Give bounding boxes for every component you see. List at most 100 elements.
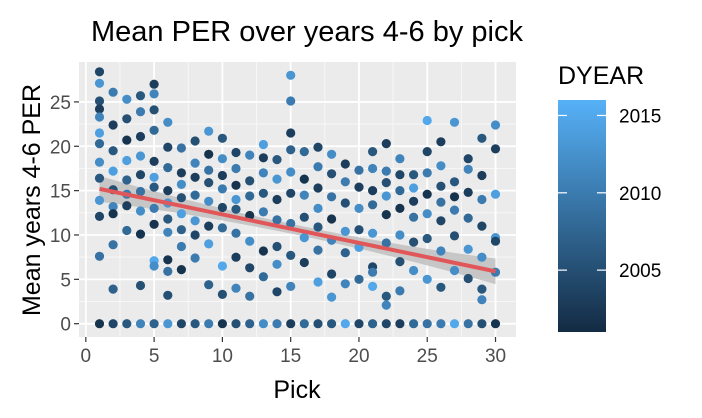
data-point — [436, 137, 446, 147]
data-point — [258, 188, 268, 198]
data-point — [381, 300, 391, 310]
legend-title: DYEAR — [558, 62, 644, 90]
data-point — [286, 70, 296, 80]
data-point — [327, 292, 337, 302]
data-point — [108, 166, 118, 176]
data-point — [231, 180, 241, 190]
data-point — [286, 281, 296, 291]
data-point — [354, 203, 364, 213]
data-point — [94, 195, 105, 205]
data-point — [176, 168, 186, 178]
data-point — [149, 182, 159, 192]
data-point — [272, 259, 282, 269]
data-point — [422, 274, 432, 284]
data-point — [477, 252, 487, 262]
data-point — [245, 191, 255, 201]
data-point — [286, 128, 296, 138]
data-point — [272, 194, 282, 205]
data-point — [94, 139, 105, 149]
data-point — [381, 210, 391, 220]
data-point — [190, 158, 200, 168]
data-point — [231, 204, 241, 214]
data-point — [299, 257, 309, 268]
data-point — [176, 225, 186, 235]
data-point — [463, 244, 473, 254]
data-point — [258, 207, 268, 217]
data-point — [94, 211, 105, 221]
data-point — [122, 225, 132, 236]
data-point — [245, 291, 255, 301]
data-point — [449, 231, 460, 241]
data-point — [299, 212, 309, 222]
trend-line — [99, 186, 496, 274]
data-point — [340, 177, 350, 187]
trend-line-layer — [99, 186, 496, 274]
data-point — [149, 156, 159, 166]
data-point — [490, 189, 501, 199]
data-point — [313, 245, 323, 255]
data-point — [354, 274, 364, 284]
data-point — [272, 174, 282, 184]
data-point — [477, 319, 487, 329]
data-point — [149, 172, 159, 182]
data-point — [490, 144, 501, 154]
x-tick-label: 10 — [212, 346, 233, 367]
data-point — [94, 104, 105, 114]
data-point — [409, 237, 419, 247]
data-point — [231, 228, 241, 238]
data-point — [258, 168, 268, 178]
data-point — [449, 192, 460, 202]
data-point — [135, 170, 146, 180]
data-point — [436, 161, 446, 171]
data-point — [122, 201, 132, 211]
y-tick-label: 0 — [60, 315, 71, 336]
data-point — [327, 192, 337, 202]
data-point — [94, 319, 105, 329]
data-point — [395, 203, 405, 213]
data-point — [381, 166, 391, 176]
data-point — [477, 133, 487, 143]
data-point — [409, 265, 419, 276]
data-point — [94, 251, 105, 261]
data-point — [422, 147, 432, 157]
data-point — [122, 175, 132, 185]
data-point — [286, 145, 296, 155]
data-point — [381, 139, 391, 149]
data-point — [340, 248, 350, 258]
data-point — [422, 115, 432, 126]
data-point — [108, 87, 118, 97]
y-axis: 0 5 10 15 20 25 — [50, 93, 79, 336]
data-point — [108, 120, 118, 130]
data-point — [381, 191, 391, 201]
data-point — [204, 239, 214, 249]
data-point — [217, 261, 227, 271]
data-point — [327, 269, 337, 279]
data-point — [354, 319, 364, 329]
data-point — [217, 289, 227, 299]
data-point — [176, 319, 186, 329]
data-point — [217, 154, 227, 164]
data-point — [368, 186, 378, 196]
data-point — [327, 214, 337, 224]
data-point — [286, 319, 296, 329]
data-point — [340, 279, 350, 289]
data-point — [313, 183, 323, 193]
data-point — [354, 165, 364, 175]
legend-colorbar — [558, 100, 606, 332]
data-point — [313, 203, 323, 213]
data-point — [149, 261, 159, 271]
data-point — [354, 225, 364, 235]
data-point — [449, 177, 460, 187]
data-point — [409, 319, 419, 329]
data-point — [122, 155, 132, 166]
data-point — [436, 197, 446, 207]
legend-tick-label: 2010 — [619, 184, 661, 205]
chart-title: Mean PER over years 4-6 by pick — [91, 16, 523, 48]
x-tick-label: 25 — [417, 346, 438, 367]
data-point — [463, 154, 473, 164]
data-point — [449, 265, 460, 276]
data-point — [409, 196, 419, 206]
data-point — [477, 295, 487, 305]
legend-ticks: 2005 2010 2015 — [558, 106, 661, 282]
data-point — [217, 202, 227, 213]
